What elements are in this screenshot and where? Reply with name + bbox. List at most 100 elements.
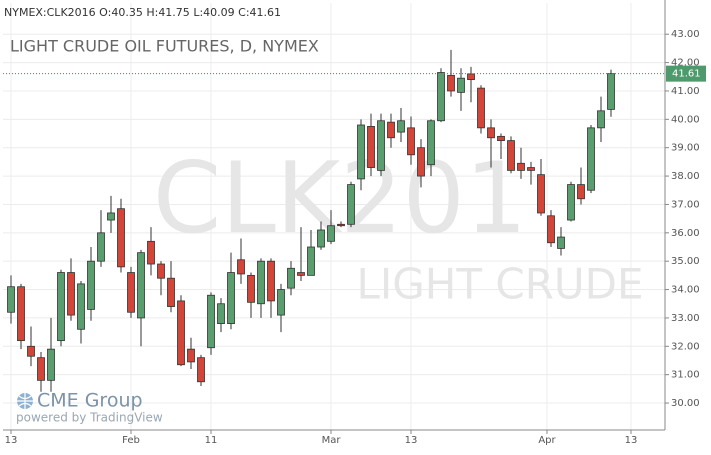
- y-tick-label: 37.00: [671, 199, 700, 210]
- candle-body: [477, 87, 485, 129]
- candle-body: [497, 135, 505, 142]
- h-value: 41.75: [158, 6, 190, 19]
- logo-text: CME Group: [37, 390, 143, 412]
- candle-body: [577, 184, 585, 200]
- candle-body: [177, 300, 185, 366]
- candle-body: [87, 260, 95, 310]
- candle-body: [197, 357, 205, 383]
- candle-body: [227, 272, 235, 325]
- candle-body: [127, 272, 135, 313]
- candle-body: [47, 348, 55, 381]
- c-label: C:: [238, 6, 249, 19]
- candle-body: [147, 240, 155, 265]
- candle-body: [527, 167, 535, 171]
- candle-body: [357, 124, 365, 180]
- header: NYMEX:CLK2016 O:40.35 H:41.75 L:40.09 C:…: [4, 6, 281, 19]
- o-value: 40.35: [111, 6, 143, 19]
- branding[interactable]: CME Group powered by TradingView: [16, 390, 163, 425]
- candle-body: [377, 120, 385, 171]
- last-price-label: 41.61: [672, 69, 701, 80]
- candle-body: [337, 223, 345, 227]
- chart-title: LIGHT CRUDE OIL FUTURES, D, NYMEX: [10, 37, 319, 56]
- candle-body: [317, 229, 325, 248]
- h-label: H:: [146, 6, 158, 19]
- candle-body: [17, 286, 25, 342]
- candle-body: [487, 127, 495, 139]
- candle-body: [287, 267, 295, 289]
- x-tick-label: 11: [205, 435, 218, 446]
- x-tick-label: Apr: [538, 435, 556, 446]
- candle-body: [187, 348, 195, 363]
- candle-body: [137, 252, 145, 319]
- l-label: L:: [193, 6, 203, 19]
- candle-body: [247, 274, 255, 303]
- candle-body: [257, 260, 265, 305]
- o-label: O:: [99, 6, 111, 19]
- x-tick-label: Mar: [322, 435, 342, 446]
- candle-body: [57, 272, 65, 342]
- candle-body: [7, 286, 15, 313]
- last-price-box: [666, 65, 706, 82]
- y-tick-label: 43.00: [671, 29, 700, 40]
- candle-body: [107, 212, 115, 221]
- y-tick-label: 30.00: [671, 398, 700, 409]
- y-tick-label: 36.00: [671, 228, 700, 239]
- candle-body: [547, 215, 555, 244]
- candle-body: [237, 259, 245, 275]
- candle-body: [417, 147, 425, 177]
- candle-body: [607, 73, 615, 110]
- candle-body: [27, 345, 35, 357]
- candle-body: [267, 260, 275, 302]
- candle-body: [557, 236, 565, 249]
- candle-body: [537, 174, 545, 214]
- candle-body: [467, 73, 475, 81]
- y-tick-label: 31.00: [671, 370, 700, 381]
- candle-body: [167, 277, 175, 307]
- symbol: NYMEX:CLK2016: [4, 6, 96, 19]
- l-value: 40.09: [203, 6, 235, 19]
- y-tick-label: 32.00: [671, 341, 700, 352]
- grid: [3, 3, 665, 430]
- candle-body: [437, 72, 445, 122]
- candle-body: [97, 232, 105, 262]
- candle-body: [77, 283, 85, 330]
- candle-body: [367, 126, 375, 168]
- x-tick-label: 13: [5, 435, 18, 446]
- candles: [7, 49, 615, 392]
- powered-by: powered by TradingView: [16, 411, 163, 425]
- y-tick-label: 35.00: [671, 256, 700, 267]
- candle-body: [157, 263, 165, 279]
- candle-body: [597, 110, 605, 129]
- candle-body: [397, 120, 405, 133]
- candle-body: [217, 303, 225, 325]
- candle-body: [387, 121, 395, 139]
- candle-body: [307, 246, 315, 276]
- x-tick-label: 13: [625, 435, 638, 446]
- candle-body: [447, 74, 455, 92]
- candle-body: [427, 120, 435, 166]
- y-tick-label: 38.00: [671, 171, 700, 182]
- logo-globe-lines: [17, 393, 33, 409]
- y-tick-label: 33.00: [671, 313, 700, 324]
- y-tick-label: 41.00: [671, 86, 700, 97]
- candle-body: [507, 140, 515, 171]
- watermark-symbol: CLK201: [153, 142, 527, 256]
- c-value: 41.61: [250, 6, 282, 19]
- candle-body: [207, 294, 215, 349]
- y-tick-label: 39.00: [671, 143, 700, 154]
- y-tick-label: 40.00: [671, 114, 700, 125]
- candle-body: [37, 357, 45, 381]
- candle-body: [347, 184, 355, 225]
- candle-body: [117, 208, 125, 268]
- candle-body: [67, 272, 75, 316]
- candle-body: [407, 127, 415, 156]
- candle-body: [297, 272, 305, 276]
- x-tick-label: Feb: [122, 435, 140, 446]
- candle-body: [517, 162, 525, 171]
- watermark-name: LIGHT CRUDE: [356, 260, 643, 309]
- x-tick-label: 13: [405, 435, 418, 446]
- candle-body: [327, 225, 335, 242]
- candle-body: [587, 127, 595, 191]
